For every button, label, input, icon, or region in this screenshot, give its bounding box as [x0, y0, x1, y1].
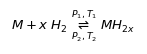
Text: $M + x\ H_2\ \underset{P_2,T_2}{\overset{P_1,T_1}{\rightleftharpoons}}\ MH_{2x}$: $M + x\ H_2\ \underset{P_2,T_2}{\overset… [11, 8, 136, 44]
